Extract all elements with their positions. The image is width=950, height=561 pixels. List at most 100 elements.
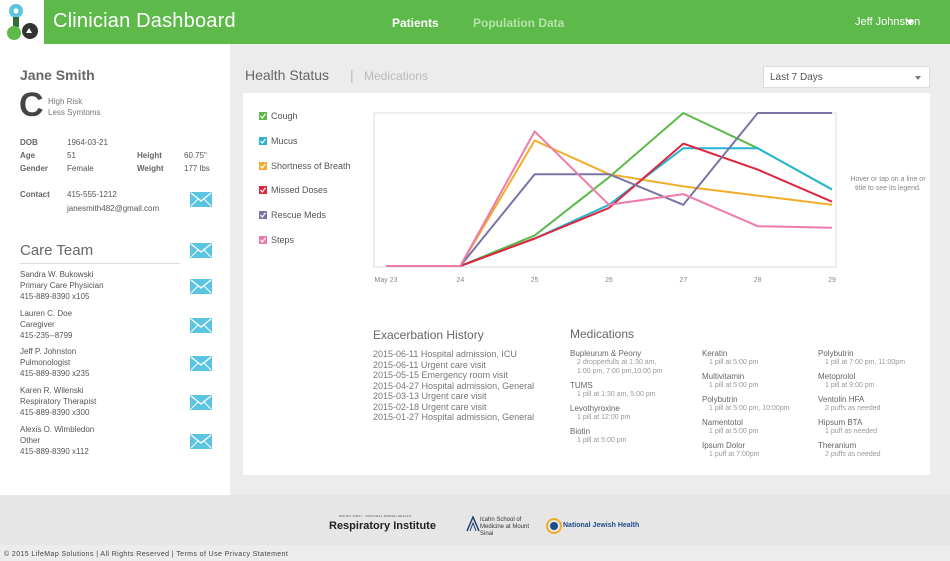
history-event: 2015-03-13 Urgent care visit [373,391,487,401]
tab-medications[interactable]: Medications [364,69,429,83]
risk-grade: C [19,86,44,124]
care-team-member: Alexis O. Wimbledon Other 415-889-8390 x11… [20,424,94,457]
medication-name: Ipsum Dolor [702,441,746,450]
legend-item[interactable]: Mucus [259,136,298,146]
medication-name: Polybutrin [818,349,854,358]
age-label: Age [20,151,36,160]
terms-link[interactable]: Terms of Use [176,551,223,558]
height-label: Height [137,151,162,160]
x-tick-label: May 23 [375,277,398,284]
member-phone: 415-235--8799 [20,330,73,340]
email-value[interactable]: janesmith482@gmail.com [67,204,160,213]
history-event: 2015-02-18 Urgent care visit [373,401,487,412]
symptom-line-chart: May 23 24 25 26 27 28 29 [373,112,837,284]
medication-name: Polybutrin [702,395,738,404]
medication-name: Hipsum BTA [818,418,863,427]
medication-name: Bupleurum & Peony [570,349,642,358]
member-phone: 415-889-8390 x235 [20,369,90,379]
legend-item[interactable]: Rescue Meds [259,210,326,220]
legend-item[interactable]: Steps [259,235,294,245]
privacy-link[interactable]: Privacy Statement [224,551,289,558]
legend-label: Shortness of Breath [271,160,351,171]
x-tick-label: 29 [828,277,836,284]
email-member-icon[interactable] [190,279,212,294]
email-member-icon[interactable] [190,317,212,333]
medication-dose: 2 puffs as needed [825,405,881,412]
chart-hint: Hover or tap on a line or title to see i… [850,176,926,192]
x-tick-label: 27 [679,277,687,284]
medication-dose: 1 pill at 5:00 pm [709,428,759,435]
member-role: Caregiver [20,319,55,329]
member-phone: 415-889-8390 x105 [20,292,90,301]
member-name: Jeff P. Johnston [20,347,77,357]
risk-level: High Risk [48,97,83,106]
resp-institute-partners: MOUNT SINAI · NATIONAL JEWISH HEALTH [339,514,412,518]
x-tick-label: 25 [531,277,539,284]
legend-item[interactable]: Shortness of Breath [259,161,351,171]
medication-dose: 1 pill at 5:00 pm, 10:00pm [709,405,790,412]
weight-label: Weight [137,164,164,173]
mount-sinai-logo: Icahn School of Medicine at Mount Sinai [480,517,530,537]
member-name: Lauren C. Doe [20,308,73,318]
legend-label: Cough [271,111,298,121]
tab-health-status[interactable]: Health Status [245,67,330,83]
legend-checkbox-icon[interactable] [259,161,267,170]
legend-label: Rescue Meds [271,210,327,221]
member-role: Primary Care Physician [20,281,104,290]
weight-value: 177 lbs [184,164,210,173]
legend-item[interactable]: Missed Doses [259,185,328,195]
history-event: 2015-06-11 Urgent care visit [373,359,486,370]
email-member-icon[interactable] [190,433,212,449]
email-patient-icon[interactable] [190,192,212,207]
legend-item[interactable]: Cough [259,111,298,121]
x-tick-label: 26 [605,277,613,284]
series-line-cough[interactable] [386,112,833,267]
series-line-shortness-of-breath[interactable] [386,139,833,267]
email-member-icon[interactable] [190,395,212,411]
divider [20,263,180,264]
date-range-select[interactable]: Last 7 Days [763,66,930,88]
email-care-team-icon[interactable] [190,243,212,258]
app-title: Clinician Dashboard [53,10,236,32]
top-bar: Clinician Dashboard Patients Population … [0,0,950,44]
medication-dose: 2 dropperfulls at 1:30 am, [577,359,657,366]
njh-logo-icon [546,518,562,534]
medication-dose: 1 pill at 5:00 pm [577,437,627,444]
medication-name: Multivitamin [702,372,745,381]
app-logo[interactable] [0,0,44,44]
dob-value: 1964-03-21 [67,138,108,147]
legend-checkbox-icon[interactable] [259,112,267,120]
x-tick-label: 28 [754,277,762,284]
email-member-icon[interactable] [190,356,212,372]
history-event: 2015-05-15 Emergency room visit [373,370,509,380]
symptom-trend: Less Symtoms [48,108,101,117]
date-range-value: Last 7 Days [770,72,823,83]
gender-label: Gender [20,164,49,173]
medication-name: Ventolin HFA [818,395,865,404]
dob-label: DOB [20,138,38,147]
series-line-rescue-meds[interactable] [386,112,832,267]
legend-checkbox-icon[interactable] [259,186,267,195]
legend-checkbox-icon[interactable] [259,136,267,145]
medication-dose: 1 pill at 12:00 pm [577,414,631,421]
legend-checkbox-icon[interactable] [259,211,267,220]
contact-label: Contact [20,190,50,199]
legend-checkbox-icon[interactable] [259,236,267,244]
legend-label: Mucus [271,135,298,146]
medication-dose: 1 pill at 7:00 pm, 11:00pm [825,359,906,366]
medication-dose: 2 puffs as needed [825,451,881,458]
height-value: 60.75" [184,151,207,160]
medication-name: TUMS [570,381,593,390]
medication-dose: 1 pill at 5:00 pm [709,382,759,389]
risk-summary: High Risk Less Symtoms [48,96,100,118]
age-value: 51 [67,151,76,160]
njh-logo: National Jewish Health [563,522,640,529]
medication-name: Metoprolol [818,372,856,381]
user-menu[interactable]: Jeff Johnston [855,16,921,28]
chevron-down-icon[interactable] [906,20,914,25]
tab-patients[interactable]: Patients [392,16,439,30]
legend-label: Steps [271,235,295,245]
chevron-down-icon [915,76,921,80]
medication-dose: 1 pill at 5:00 pm [709,359,759,366]
tab-population-data[interactable]: Population Data [473,16,565,30]
